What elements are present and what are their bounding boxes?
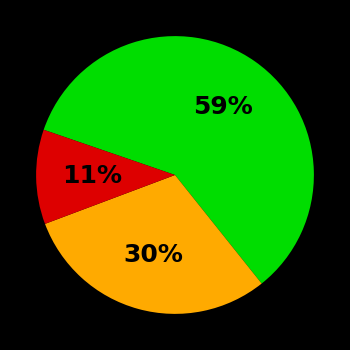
Wedge shape — [44, 36, 314, 284]
Wedge shape — [45, 175, 262, 314]
Text: 11%: 11% — [62, 164, 122, 188]
Text: 30%: 30% — [123, 243, 183, 267]
Text: 59%: 59% — [193, 95, 253, 119]
Wedge shape — [36, 130, 175, 224]
